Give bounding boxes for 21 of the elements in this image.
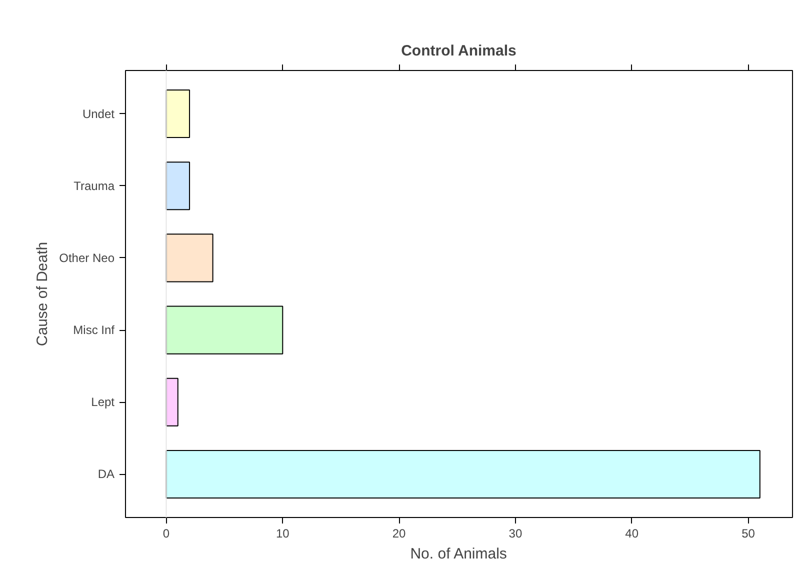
x-tick-label: 50 [742,526,756,540]
bar [166,162,190,210]
chart-title: Control Animals [401,42,516,60]
bar [166,306,284,354]
bar [166,89,190,138]
y-axis-title: Cause of Death [34,242,52,346]
y-tick-label: Misc Inf [73,323,116,338]
x-tick-label: 10 [276,526,290,540]
y-tick-label: DA [98,467,114,482]
bar [166,378,178,426]
x-tick-label: 0 [162,526,170,540]
bar [166,234,214,282]
x-tick-label: 40 [625,526,639,540]
y-tick-label: Undet [82,106,116,121]
bar [166,450,760,499]
y-tick-label: Trauma [74,178,115,193]
x-axis-title: No. of Animals [410,546,507,562]
x-tick-label: 20 [392,526,406,540]
y-tick-label: Lept [91,395,116,410]
x-tick-label: 30 [508,526,522,540]
y-tick-label: Other Neo [59,250,115,265]
